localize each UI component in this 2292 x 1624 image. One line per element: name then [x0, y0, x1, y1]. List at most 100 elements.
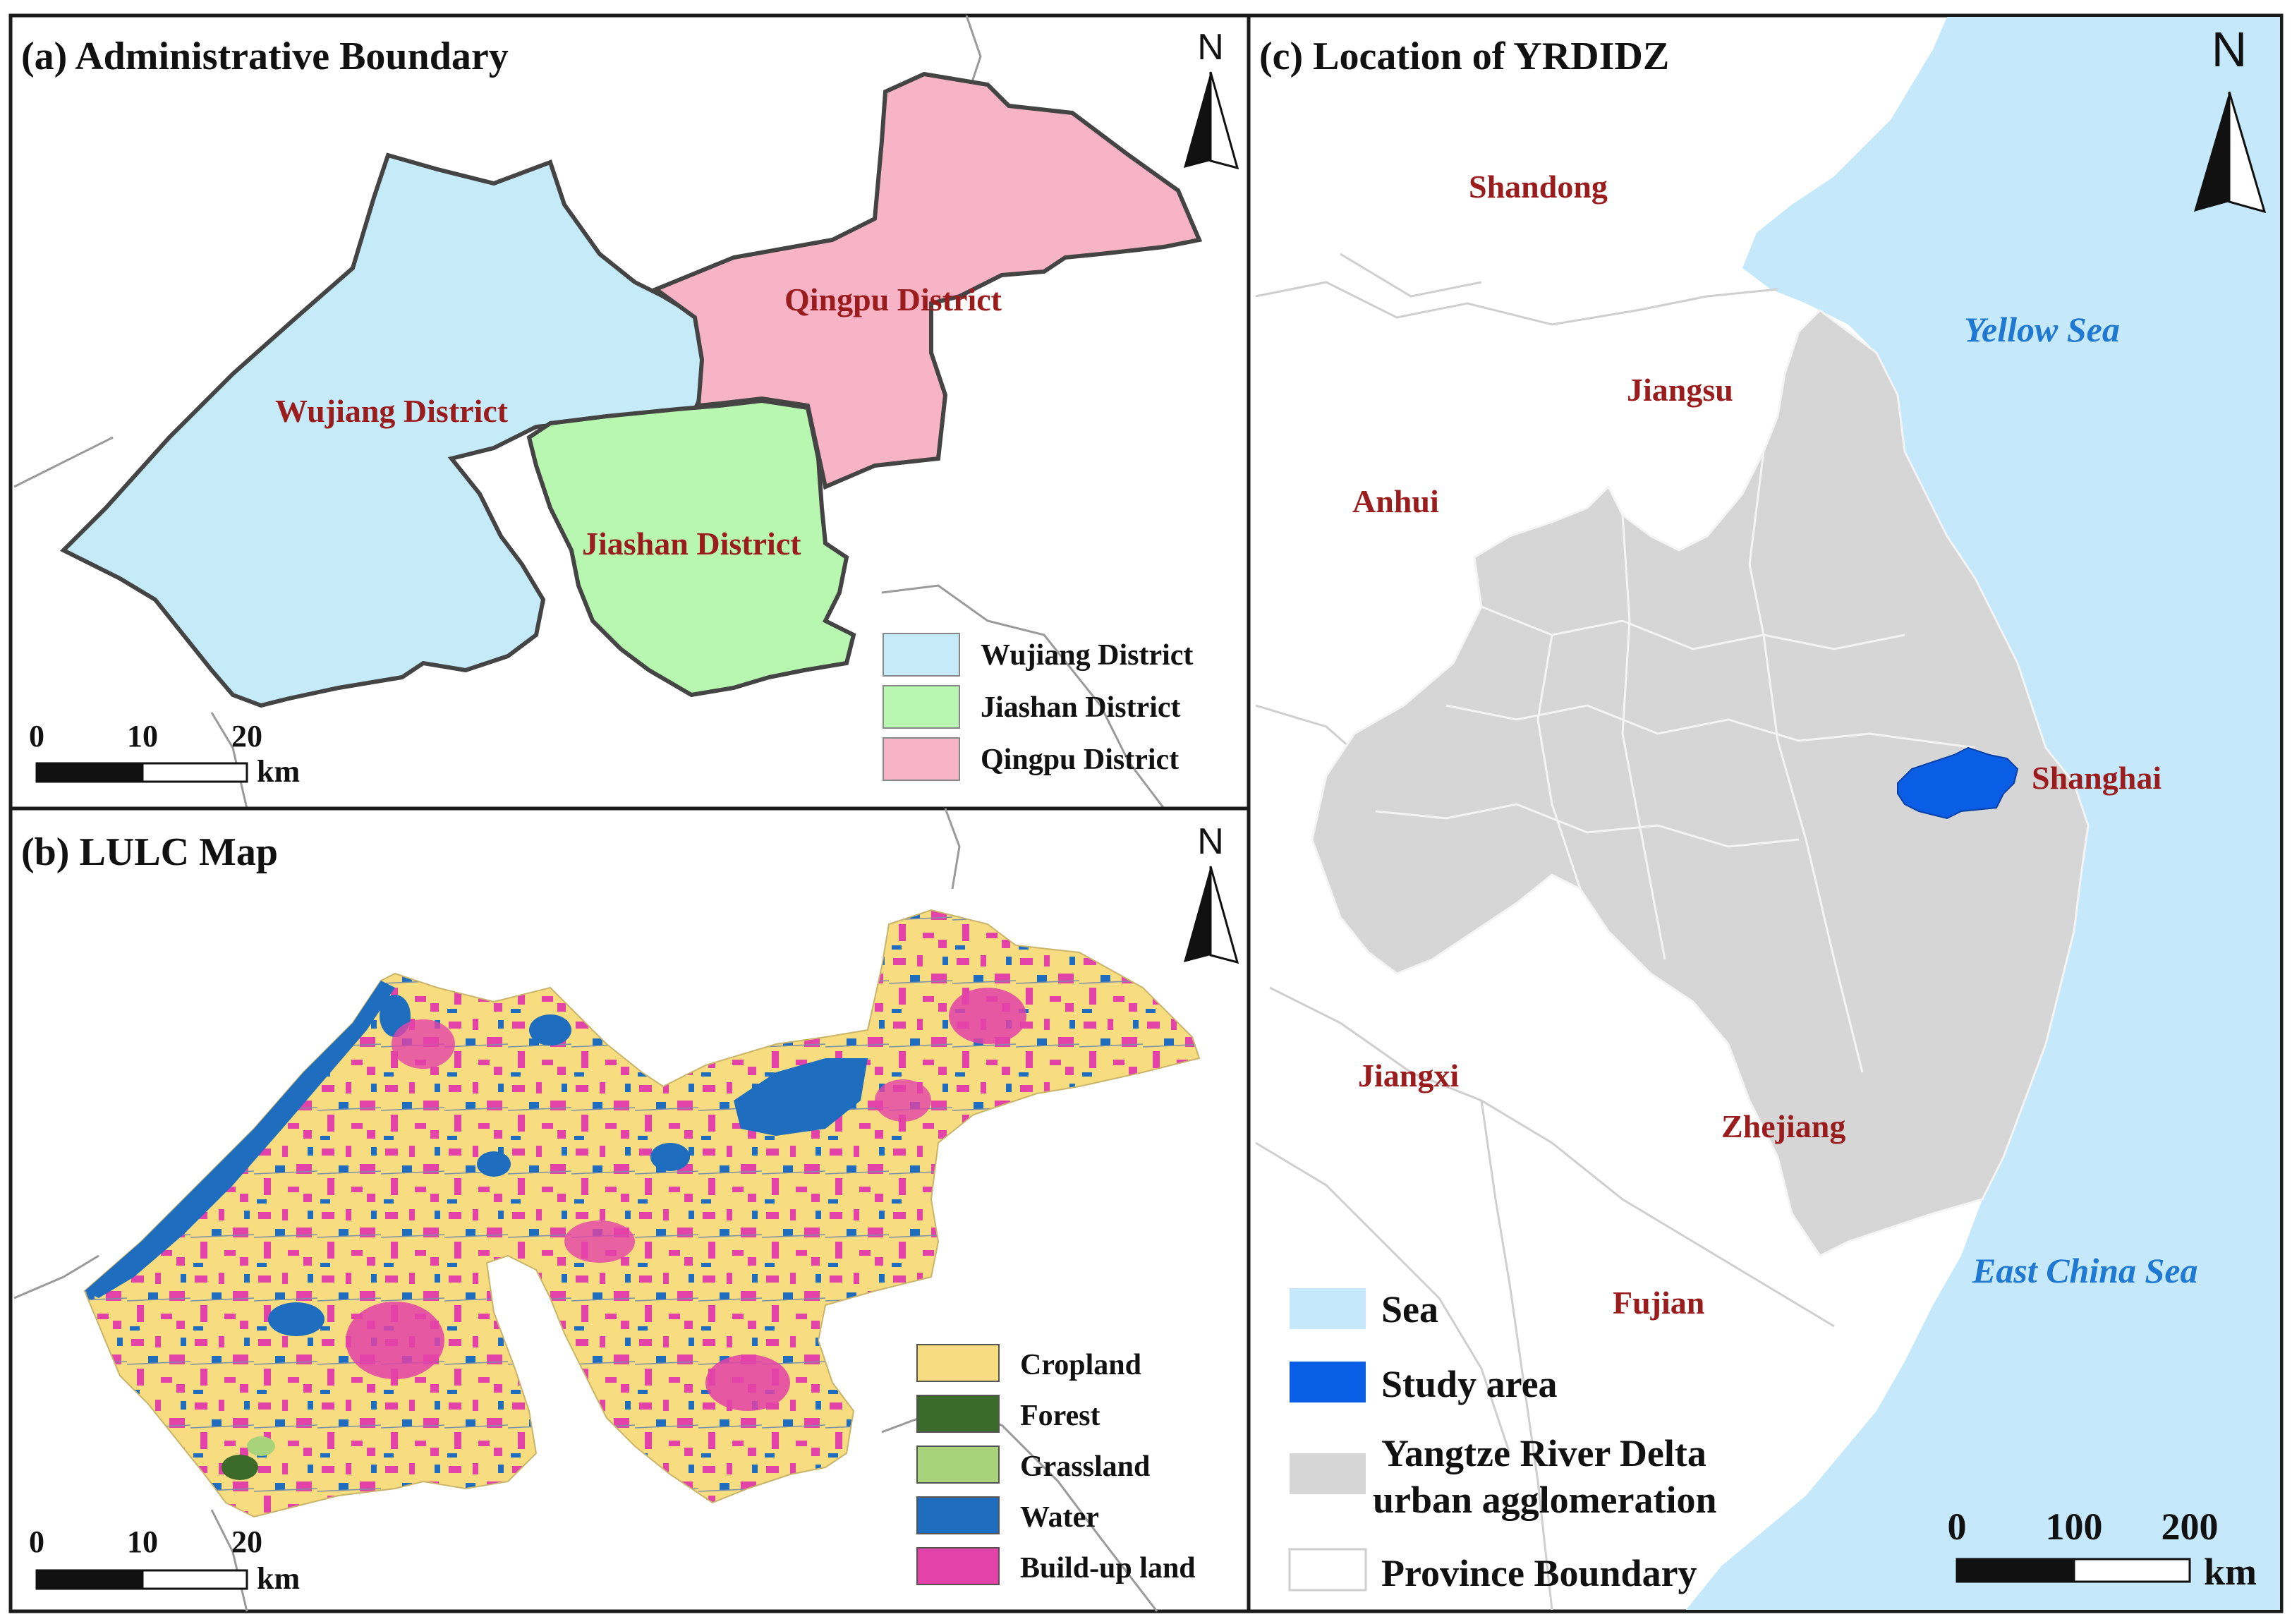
label-anhui: Anhui	[1352, 483, 1439, 519]
lulc-urban-3	[949, 988, 1026, 1044]
label-wujiang: Wujiang District	[275, 393, 509, 429]
legend-swatch-study-area	[1290, 1362, 1366, 1402]
north-arrow-right	[1209, 866, 1239, 964]
legend-label-water: Water	[1020, 1501, 1099, 1534]
legend-swatch-wujiang	[883, 633, 960, 677]
label-east-china-sea: East China Sea	[1972, 1251, 2198, 1290]
legend-swatch-forest	[916, 1395, 1000, 1433]
scale-unit: km	[257, 754, 300, 789]
legend-label-buildup: Build-up land	[1020, 1552, 1196, 1584]
north-label: N	[1197, 27, 1224, 68]
legend-swatch-water	[916, 1496, 1000, 1534]
lulc-water-lake-5	[477, 1151, 511, 1177]
lulc-water-lake-4	[650, 1143, 690, 1171]
legend-label-cropland: Cropland	[1020, 1349, 1141, 1381]
north-arrow-right	[2228, 91, 2267, 214]
lulc-water-lake-1	[529, 1014, 571, 1046]
legend-swatch-cropland	[916, 1344, 1000, 1382]
legend-swatch-qingpu	[883, 737, 960, 781]
panel-a-title: (a) Administrative Boundary	[21, 35, 509, 78]
panel-a: Wujiang District Qingpu District Jiashan…	[8, 13, 1251, 811]
legend-swatch-yrd	[1290, 1453, 1366, 1494]
lulc-urban-6	[875, 1079, 931, 1122]
scale-bar-black	[35, 762, 144, 783]
label-shanghai: Shanghai	[2032, 760, 2161, 796]
label-qingpu: Qingpu District	[784, 281, 1002, 317]
lulc-water-taihu	[85, 981, 395, 1298]
study-area	[1897, 746, 2019, 820]
lulc-water-lake-3	[268, 1302, 325, 1336]
lulc-urban-5	[564, 1220, 635, 1263]
panel-b-north-arrow: N	[1184, 821, 1239, 964]
scale-tick-100: 100	[2046, 1505, 2103, 1548]
lulc-water-dianshan	[734, 1058, 868, 1136]
legend-label-yrd-line2: urban agglomeration	[1373, 1479, 1717, 1521]
scale-tick-0: 0	[29, 719, 44, 753]
legend-label-study-area: Study area	[1381, 1363, 1558, 1405]
panel-b: (b) LULC Map N Cropland Forest Grassland…	[8, 806, 1251, 1613]
scale-unit: km	[2204, 1551, 2257, 1593]
lulc-forest-1	[222, 1455, 258, 1480]
north-label: N	[2212, 22, 2248, 77]
panel-c-title: (c) Location of YRDIDZ	[1259, 35, 1669, 78]
label-jiashan: Jiashan District	[582, 526, 801, 562]
legend-label-wujiang: Wujiang District	[981, 639, 1193, 672]
label-zhejiang: Zhejiang	[1721, 1108, 1845, 1144]
scale-bar-black	[35, 1569, 144, 1590]
panel-a-context-lines	[13, 15, 1165, 809]
north-arrow-left	[1184, 866, 1211, 962]
lulc-urban-2	[705, 1355, 790, 1411]
panel-b-scale-bar: 0 10 20 km	[29, 1525, 300, 1596]
label-shandong: Shandong	[1469, 169, 1608, 205]
panel-c-scale-bar: 0 100 200 km	[1948, 1505, 2257, 1593]
scale-unit: km	[257, 1561, 300, 1596]
scale-tick-200: 200	[2161, 1505, 2219, 1548]
legend-label-grassland: Grassland	[1020, 1450, 1150, 1483]
scale-tick-0: 0	[29, 1525, 44, 1559]
scale-tick-20: 20	[231, 719, 262, 753]
legend-label-jiashan: Jiashan District	[981, 691, 1181, 724]
scale-tick-0: 0	[1948, 1505, 1967, 1548]
north-label: N	[1197, 821, 1224, 862]
panel-c: (c) Location of YRDIDZ Shandong Jiangsu …	[1247, 13, 2284, 1613]
yrd-city-lines	[1375, 451, 1976, 1073]
jiashan-district-shape	[526, 398, 856, 698]
panel-a-scale-bar: 0 10 20 km	[29, 719, 300, 789]
panel-b-legend: Cropland Forest Grassland Water Build-up…	[916, 1344, 1196, 1585]
label-yellow-sea: Yellow Sea	[1964, 310, 2120, 349]
scale-tick-10: 10	[127, 719, 158, 753]
legend-label-qingpu: Qingpu District	[981, 744, 1179, 776]
legend-label-sea: Sea	[1381, 1288, 1438, 1331]
legend-swatch-jiashan	[883, 685, 960, 729]
label-fujian: Fujian	[1613, 1285, 1704, 1321]
legend-label-yrd-line1: Yangtze River Delta	[1381, 1432, 1706, 1474]
scale-bar-white	[141, 1569, 248, 1590]
panel-c-legend: Sea Study area Yangtze River Delta urban…	[1288, 1288, 1717, 1594]
scale-tick-10: 10	[127, 1525, 158, 1559]
lulc-urban-4	[392, 1019, 455, 1069]
north-arrow-left	[2194, 92, 2229, 212]
scale-bar-black	[1956, 1558, 2075, 1583]
sea-area	[1686, 17, 2280, 1610]
panel-b-title: (b) LULC Map	[21, 830, 278, 874]
scale-bar-white	[141, 762, 248, 783]
lulc-urban-1	[346, 1302, 444, 1379]
yrd-agglomeration	[1311, 309, 2090, 1257]
legend-swatch-sea	[1290, 1288, 1366, 1329]
label-jiangxi: Jiangxi	[1358, 1058, 1459, 1093]
wujiang-district-shape	[59, 152, 708, 708]
legend-label-province-boundary: Province Boundary	[1381, 1552, 1697, 1594]
legend-label-forest: Forest	[1020, 1400, 1100, 1432]
label-jiangsu: Jiangsu	[1627, 372, 1733, 408]
panel-c-north-arrow: N	[2194, 22, 2267, 214]
scale-bar-white	[2073, 1558, 2191, 1583]
panel-b-context-lines	[13, 808, 1158, 1612]
north-arrow-left	[1184, 72, 1211, 168]
legend-swatch-buildup	[916, 1547, 1000, 1585]
legend-swatch-province-boundary	[1288, 1548, 1367, 1592]
panel-a-legend: Wujiang District Jiashan District Qingpu…	[883, 633, 1193, 781]
panel-a-north-arrow: N	[1184, 27, 1239, 170]
legend-swatch-grassland	[916, 1446, 1000, 1484]
north-arrow-right	[1209, 71, 1239, 170]
